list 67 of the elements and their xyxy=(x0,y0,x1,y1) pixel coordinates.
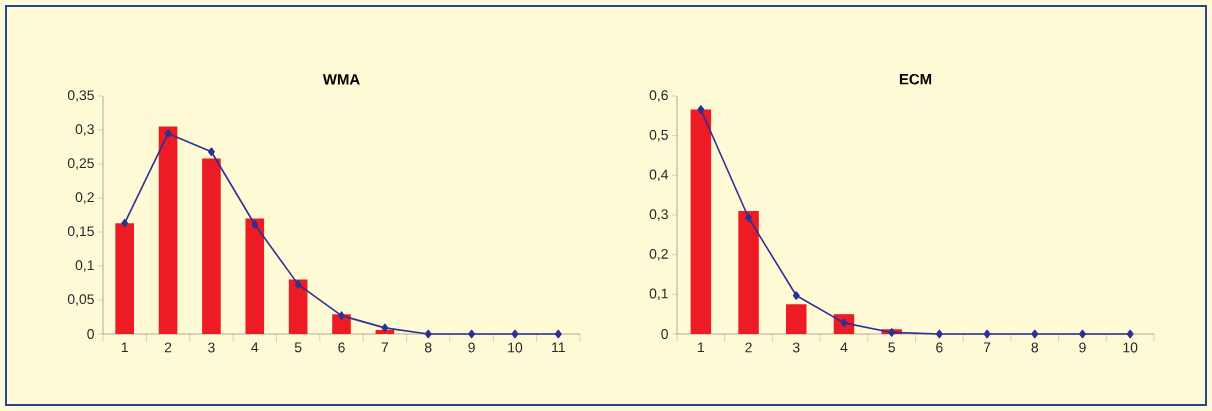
x-tick-label: 3 xyxy=(208,342,215,353)
y-tick-label: 0,3 xyxy=(75,124,94,136)
x-tick-label: 3 xyxy=(792,342,800,353)
bar xyxy=(332,314,351,334)
point xyxy=(338,311,345,320)
x-tick-label: 2 xyxy=(745,342,752,353)
y-tick-label: 0,25 xyxy=(67,158,94,170)
chart-title: ECM xyxy=(899,73,932,85)
x-tick-label: 7 xyxy=(381,342,389,353)
x-tick-label: 4 xyxy=(840,342,848,353)
x-tick-label: 8 xyxy=(424,342,432,353)
point xyxy=(983,329,991,339)
x-tick-label: 1 xyxy=(121,342,128,353)
bar xyxy=(245,218,265,334)
y-tick-label: 0,6 xyxy=(649,90,668,102)
x-tick-label: 6 xyxy=(338,342,345,353)
y-tick-label: 0,2 xyxy=(649,248,668,261)
point xyxy=(745,213,752,223)
point xyxy=(1126,329,1134,339)
bar xyxy=(115,223,135,334)
y-tick-label: 0,1 xyxy=(75,260,94,272)
bar xyxy=(202,158,221,334)
chart-title: WMA xyxy=(322,74,360,85)
y-tick-label: 0 xyxy=(661,329,668,339)
point xyxy=(424,329,432,339)
x-tick-label: 9 xyxy=(1079,342,1086,353)
x-tick-label: 10 xyxy=(508,342,523,353)
x-tick-label: 5 xyxy=(294,342,302,353)
point xyxy=(207,147,215,157)
point xyxy=(164,129,172,138)
bar xyxy=(738,211,759,334)
point xyxy=(1031,329,1039,339)
bar xyxy=(690,109,712,334)
point xyxy=(697,105,705,114)
y-tick-label: 0,5 xyxy=(649,129,668,142)
x-tick-label: 2 xyxy=(164,342,172,353)
point xyxy=(511,329,519,339)
x-tick-label: 11 xyxy=(552,342,565,353)
point xyxy=(251,220,259,229)
x-tick-label: 6 xyxy=(936,342,943,353)
point xyxy=(294,280,302,289)
y-tick-label: 0,1 xyxy=(649,288,668,301)
point xyxy=(554,329,562,339)
point xyxy=(888,328,896,337)
y-tick-label: 0,15 xyxy=(67,226,94,238)
y-tick-label: 0 xyxy=(87,329,94,339)
x-tick-label: 10 xyxy=(1123,342,1138,353)
point xyxy=(468,329,476,339)
bar xyxy=(158,126,178,334)
y-tick-label: 0,35 xyxy=(67,90,94,102)
bar xyxy=(786,304,807,334)
x-tick-label: 7 xyxy=(983,342,991,353)
x-tick-label: 5 xyxy=(888,342,895,353)
y-tick-label: 0,05 xyxy=(67,294,94,306)
point xyxy=(792,291,800,300)
y-tick-label: 0,4 xyxy=(649,169,669,182)
bar xyxy=(288,279,308,334)
point xyxy=(381,323,389,333)
point xyxy=(1079,329,1086,339)
x-tick-label: 1 xyxy=(698,342,705,353)
x-tick-label: 9 xyxy=(468,342,475,353)
x-tick-label: 4 xyxy=(251,342,259,353)
x-tick-label: 8 xyxy=(1031,342,1039,353)
point xyxy=(935,329,943,339)
point xyxy=(121,218,129,228)
y-tick-label: 0,2 xyxy=(75,192,94,204)
y-tick-label: 0,3 xyxy=(649,209,668,221)
